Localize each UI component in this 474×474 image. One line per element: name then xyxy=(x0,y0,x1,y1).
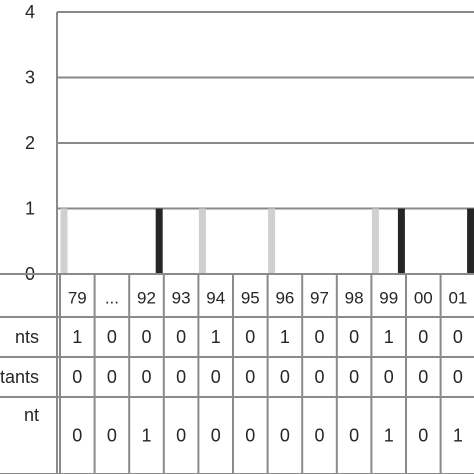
x-tick-label: 95 xyxy=(241,289,260,308)
table-cell: 0 xyxy=(314,426,324,446)
table-cell: 1 xyxy=(141,426,151,446)
bars xyxy=(60,208,474,274)
bar xyxy=(155,208,163,274)
table-cell: 0 xyxy=(107,327,117,347)
x-tick-label: 98 xyxy=(345,289,364,308)
table-cell: 0 xyxy=(72,426,82,446)
table-cell: 0 xyxy=(211,426,221,446)
table-cell: 1 xyxy=(384,327,394,347)
bar xyxy=(467,208,474,274)
x-tick-label: ... xyxy=(105,289,119,308)
x-tick-label: 01 xyxy=(448,289,467,308)
bar xyxy=(268,208,276,274)
table-cell: 0 xyxy=(280,426,290,446)
y-tick-label: 3 xyxy=(25,68,35,88)
table-cell: 0 xyxy=(176,367,186,387)
bar xyxy=(60,208,68,274)
table-cell: 0 xyxy=(384,367,394,387)
y-tick-label: 4 xyxy=(25,2,35,22)
x-tick-label: 92 xyxy=(137,289,156,308)
table-cell: 0 xyxy=(141,327,151,347)
table-cell: 0 xyxy=(349,426,359,446)
bar xyxy=(371,208,379,274)
x-tick-label: 97 xyxy=(310,289,329,308)
table-cell: 0 xyxy=(245,367,255,387)
table-cell: 0 xyxy=(418,426,428,446)
table-row-label: tants xyxy=(0,367,39,387)
y-tick-label: 2 xyxy=(25,133,35,153)
table-cell: 1 xyxy=(72,327,82,347)
table-cell: 0 xyxy=(453,327,463,347)
bar xyxy=(198,208,206,274)
table-cell: 1 xyxy=(280,327,290,347)
table-cell: 0 xyxy=(418,327,428,347)
table-cell: 0 xyxy=(141,367,151,387)
table-cell: 0 xyxy=(72,367,82,387)
table-cell: 0 xyxy=(453,367,463,387)
table-cell: 0 xyxy=(280,367,290,387)
x-tick-label: 79 xyxy=(68,289,87,308)
x-tick-label: 99 xyxy=(379,289,398,308)
table-cell: 0 xyxy=(418,367,428,387)
table-cell: 1 xyxy=(384,426,394,446)
table-cell: 0 xyxy=(107,367,117,387)
table-cell: 0 xyxy=(176,327,186,347)
table-row-label: nt xyxy=(24,405,39,425)
x-tick-label: 93 xyxy=(172,289,191,308)
y-tick-label: 1 xyxy=(25,199,35,219)
x-tick-label: 00 xyxy=(414,289,433,308)
table-cell: 0 xyxy=(245,426,255,446)
table-cell: 1 xyxy=(211,327,221,347)
table-cell: 0 xyxy=(211,367,221,387)
table-row-label: nts xyxy=(15,327,39,347)
x-tick-label: 94 xyxy=(206,289,225,308)
table-cell: 0 xyxy=(107,426,117,446)
table-cell: 0 xyxy=(176,426,186,446)
table-cell: 0 xyxy=(349,367,359,387)
table-cell: 0 xyxy=(314,367,324,387)
table-cell: 0 xyxy=(349,327,359,347)
table-cell: 1 xyxy=(453,426,463,446)
bar xyxy=(397,208,405,274)
table-cell: 0 xyxy=(314,327,324,347)
gridlines xyxy=(56,11,474,474)
table-cell: 0 xyxy=(245,327,255,347)
x-tick-label: 96 xyxy=(275,289,294,308)
